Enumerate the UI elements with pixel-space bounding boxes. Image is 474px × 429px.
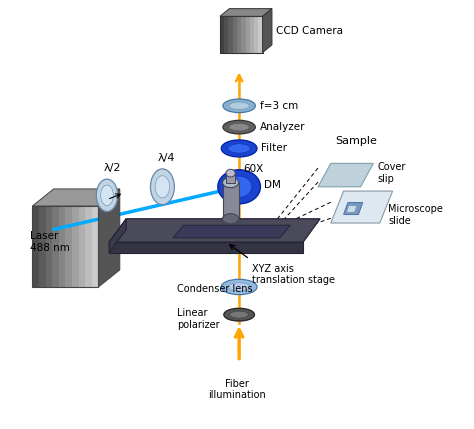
Polygon shape [99, 189, 120, 287]
Polygon shape [347, 206, 356, 212]
Text: Linear
polarizer: Linear polarizer [177, 308, 220, 330]
Polygon shape [39, 206, 46, 287]
Ellipse shape [218, 170, 260, 204]
Text: Fiber
illumination: Fiber illumination [208, 379, 266, 400]
Polygon shape [237, 16, 241, 52]
Polygon shape [52, 206, 59, 287]
Text: Sample: Sample [335, 136, 377, 146]
Text: λ/4: λ/4 [158, 153, 176, 163]
Ellipse shape [228, 144, 250, 153]
Polygon shape [109, 242, 303, 253]
Text: XYZ axis
translation stage: XYZ axis translation stage [252, 263, 335, 285]
Polygon shape [79, 206, 85, 287]
Polygon shape [59, 206, 65, 287]
Ellipse shape [222, 178, 239, 187]
Ellipse shape [221, 279, 257, 295]
Text: DM: DM [264, 180, 281, 190]
Polygon shape [263, 9, 272, 52]
Ellipse shape [221, 140, 257, 157]
Polygon shape [220, 16, 224, 52]
Polygon shape [246, 16, 250, 52]
Polygon shape [254, 16, 258, 52]
Text: λ/2: λ/2 [104, 163, 121, 173]
Ellipse shape [223, 99, 255, 113]
Text: Analyzer: Analyzer [260, 122, 305, 132]
Ellipse shape [229, 102, 249, 110]
Polygon shape [220, 9, 272, 16]
Ellipse shape [100, 185, 113, 205]
Text: Cover
slip: Cover slip [378, 162, 406, 184]
Polygon shape [344, 202, 363, 214]
Ellipse shape [226, 169, 235, 177]
Ellipse shape [96, 179, 118, 211]
Polygon shape [173, 225, 290, 238]
Polygon shape [32, 189, 120, 206]
Text: Microscope
slide: Microscope slide [388, 204, 443, 226]
Ellipse shape [155, 176, 170, 198]
Polygon shape [226, 173, 235, 182]
Text: Filter: Filter [261, 143, 287, 154]
Text: Condenser lens: Condenser lens [177, 284, 253, 294]
Text: 60X: 60X [243, 164, 264, 174]
Ellipse shape [222, 214, 239, 224]
Polygon shape [109, 219, 320, 242]
Text: f=3 cm: f=3 cm [260, 101, 298, 111]
Polygon shape [258, 16, 263, 52]
Polygon shape [92, 206, 99, 287]
Polygon shape [241, 16, 246, 52]
Polygon shape [65, 206, 72, 287]
Polygon shape [222, 182, 239, 219]
Polygon shape [224, 16, 228, 52]
Ellipse shape [229, 123, 249, 131]
Polygon shape [318, 163, 374, 187]
Polygon shape [228, 16, 233, 52]
Polygon shape [85, 206, 92, 287]
Polygon shape [331, 191, 392, 223]
Text: CCD Camera: CCD Camera [276, 26, 343, 36]
Polygon shape [46, 206, 52, 287]
Polygon shape [109, 219, 126, 253]
Polygon shape [72, 206, 79, 287]
Ellipse shape [227, 176, 252, 197]
Polygon shape [250, 16, 254, 52]
Ellipse shape [150, 169, 174, 205]
Ellipse shape [223, 120, 255, 134]
Text: Laser
488 nm: Laser 488 nm [30, 231, 70, 253]
Polygon shape [233, 16, 237, 52]
Ellipse shape [230, 311, 248, 318]
Polygon shape [32, 206, 39, 287]
Ellipse shape [224, 308, 255, 321]
Ellipse shape [228, 283, 250, 291]
